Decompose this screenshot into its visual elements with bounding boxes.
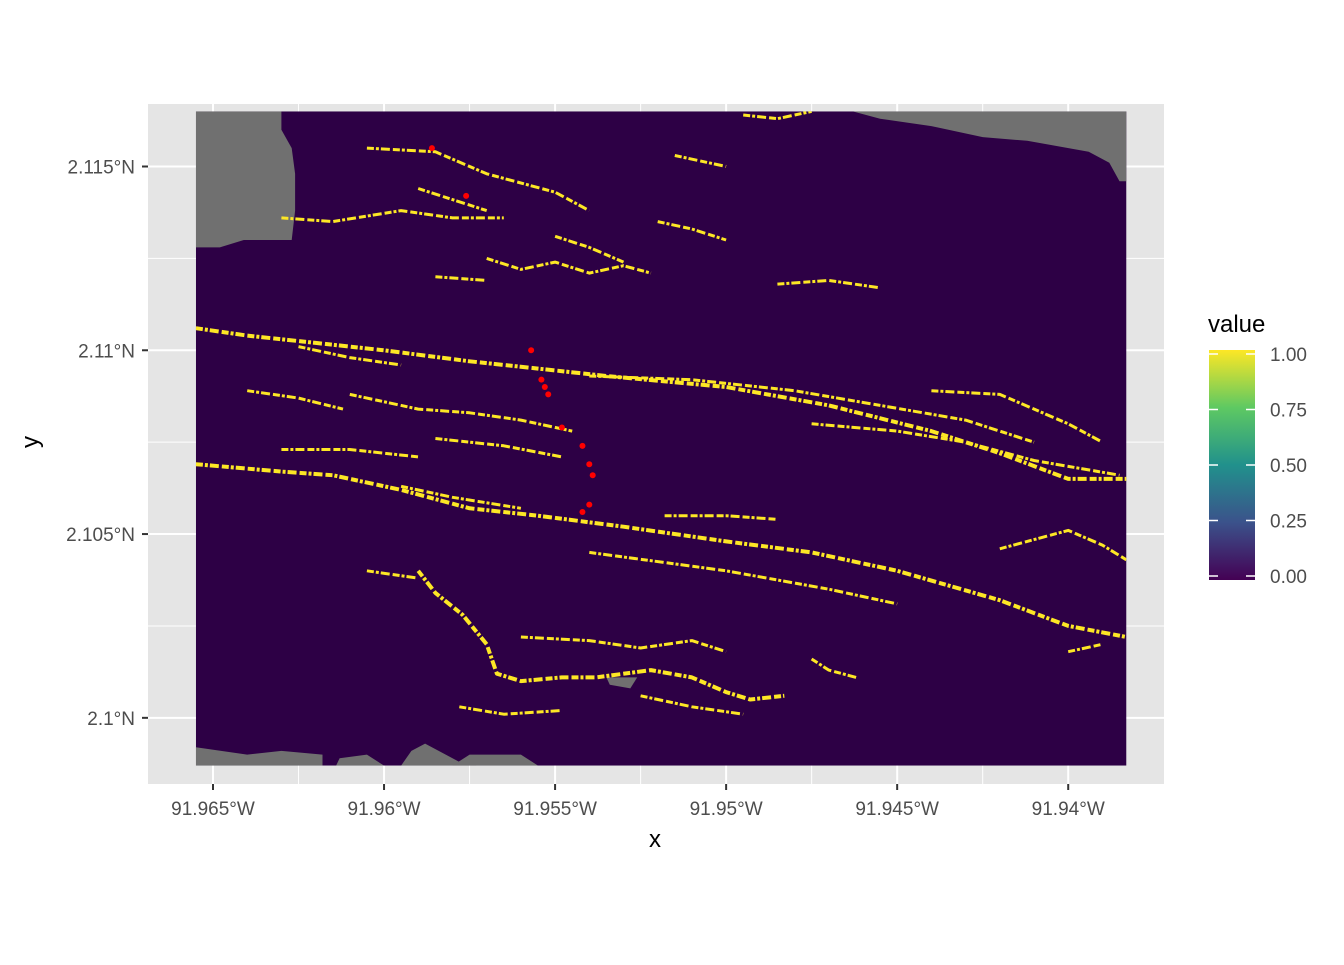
legend-title: value <box>1208 311 1265 338</box>
y-axis: 2.1°N 2.105°N 2.11°N 2.115°N <box>66 157 148 730</box>
x-axis-title: x <box>649 826 661 853</box>
raster-feature-value-1 <box>366 569 419 580</box>
raster-feature-value-1 <box>743 111 812 121</box>
raster-feature-value-1 <box>589 374 1035 444</box>
point <box>579 442 586 449</box>
raster-background <box>195 111 1127 766</box>
raster-feature-value-1 <box>435 437 563 459</box>
na-region <box>336 754 384 766</box>
raster-feature-value-1 <box>195 462 1127 639</box>
point <box>545 391 552 398</box>
raster-feature-value-1 <box>416 569 785 702</box>
raster-feature-value-1 <box>1067 642 1103 654</box>
raster-feature-value-1 <box>811 422 1120 477</box>
raster-feature-value-1 <box>810 657 857 679</box>
raster-feature-value-1 <box>664 514 778 521</box>
raster-feature-value-1 <box>281 448 419 459</box>
raster-feature-value-1 <box>435 275 487 282</box>
raster-feature-value-1 <box>366 146 591 212</box>
raster-feature-value-1 <box>554 234 625 264</box>
na-region <box>401 743 477 766</box>
raster-feature-value-1 <box>349 392 573 433</box>
point <box>589 472 596 479</box>
point <box>586 461 593 468</box>
raster-feature-value-1 <box>246 389 344 411</box>
raster-feature-value-1 <box>520 635 727 654</box>
x-tick-label: 91.965°W <box>171 799 255 820</box>
raster-feature-value-1 <box>640 694 744 716</box>
na-region <box>852 111 1127 182</box>
na-region <box>195 111 296 248</box>
raster-feature-value-1 <box>400 484 522 510</box>
point <box>558 424 565 431</box>
raster-feature-value-1 <box>417 187 488 213</box>
legend: value 0.00 0.25 0.50 0.75 1.00 <box>1208 311 1307 588</box>
raster-feature-value-1 <box>999 528 1127 562</box>
y-tick-label: 2.115°N <box>68 157 135 178</box>
point <box>538 376 545 383</box>
legend-label: 0.25 <box>1270 512 1307 533</box>
raster-feature-value-1 <box>281 209 504 224</box>
points-layer <box>428 145 596 515</box>
point <box>428 145 435 152</box>
x-tick-label: 91.95°W <box>690 799 763 820</box>
y-tick-label: 2.105°N <box>66 525 135 546</box>
x-axis: 91.965°W 91.96°W 91.955°W 91.95°W 91.945°W 91… <box>171 784 1105 820</box>
raster-feature-value-1 <box>486 256 652 275</box>
raster-feature-value-1 <box>298 345 402 367</box>
legend-ticks: 0.00 0.25 0.50 0.75 1.00 <box>1209 345 1307 588</box>
raster-feature-value-1 <box>195 326 1127 481</box>
legend-label: 1.00 <box>1270 345 1307 366</box>
raster-feature-value-1 <box>589 550 898 606</box>
x-tick-label: 91.945°W <box>855 799 939 820</box>
na-region <box>606 677 638 689</box>
raster-feature-value-1 <box>674 154 727 168</box>
raster-layer <box>195 111 1127 766</box>
legend-label: 0.75 <box>1270 401 1307 422</box>
point <box>541 384 548 391</box>
point <box>528 347 535 354</box>
raster-feature-value-1 <box>777 278 881 290</box>
x-tick-label: 91.96°W <box>348 799 421 820</box>
x-tick-label: 91.94°W <box>1032 799 1105 820</box>
legend-label: 0.00 <box>1270 567 1307 588</box>
raster-feature-value-1 <box>931 389 1104 444</box>
raster-feature-value-1 <box>657 220 727 242</box>
point <box>463 192 470 199</box>
y-tick-label: 2.11°N <box>78 341 135 362</box>
na-region <box>195 747 323 766</box>
y-tick-label: 2.1°N <box>87 709 135 730</box>
legend-label: 0.50 <box>1270 456 1307 477</box>
point <box>579 509 586 515</box>
na-region <box>452 754 538 766</box>
raster-feature-value-1 <box>459 705 562 716</box>
point <box>586 501 593 508</box>
y-axis-title: y <box>17 436 44 448</box>
x-tick-label: 91.955°W <box>513 799 597 820</box>
